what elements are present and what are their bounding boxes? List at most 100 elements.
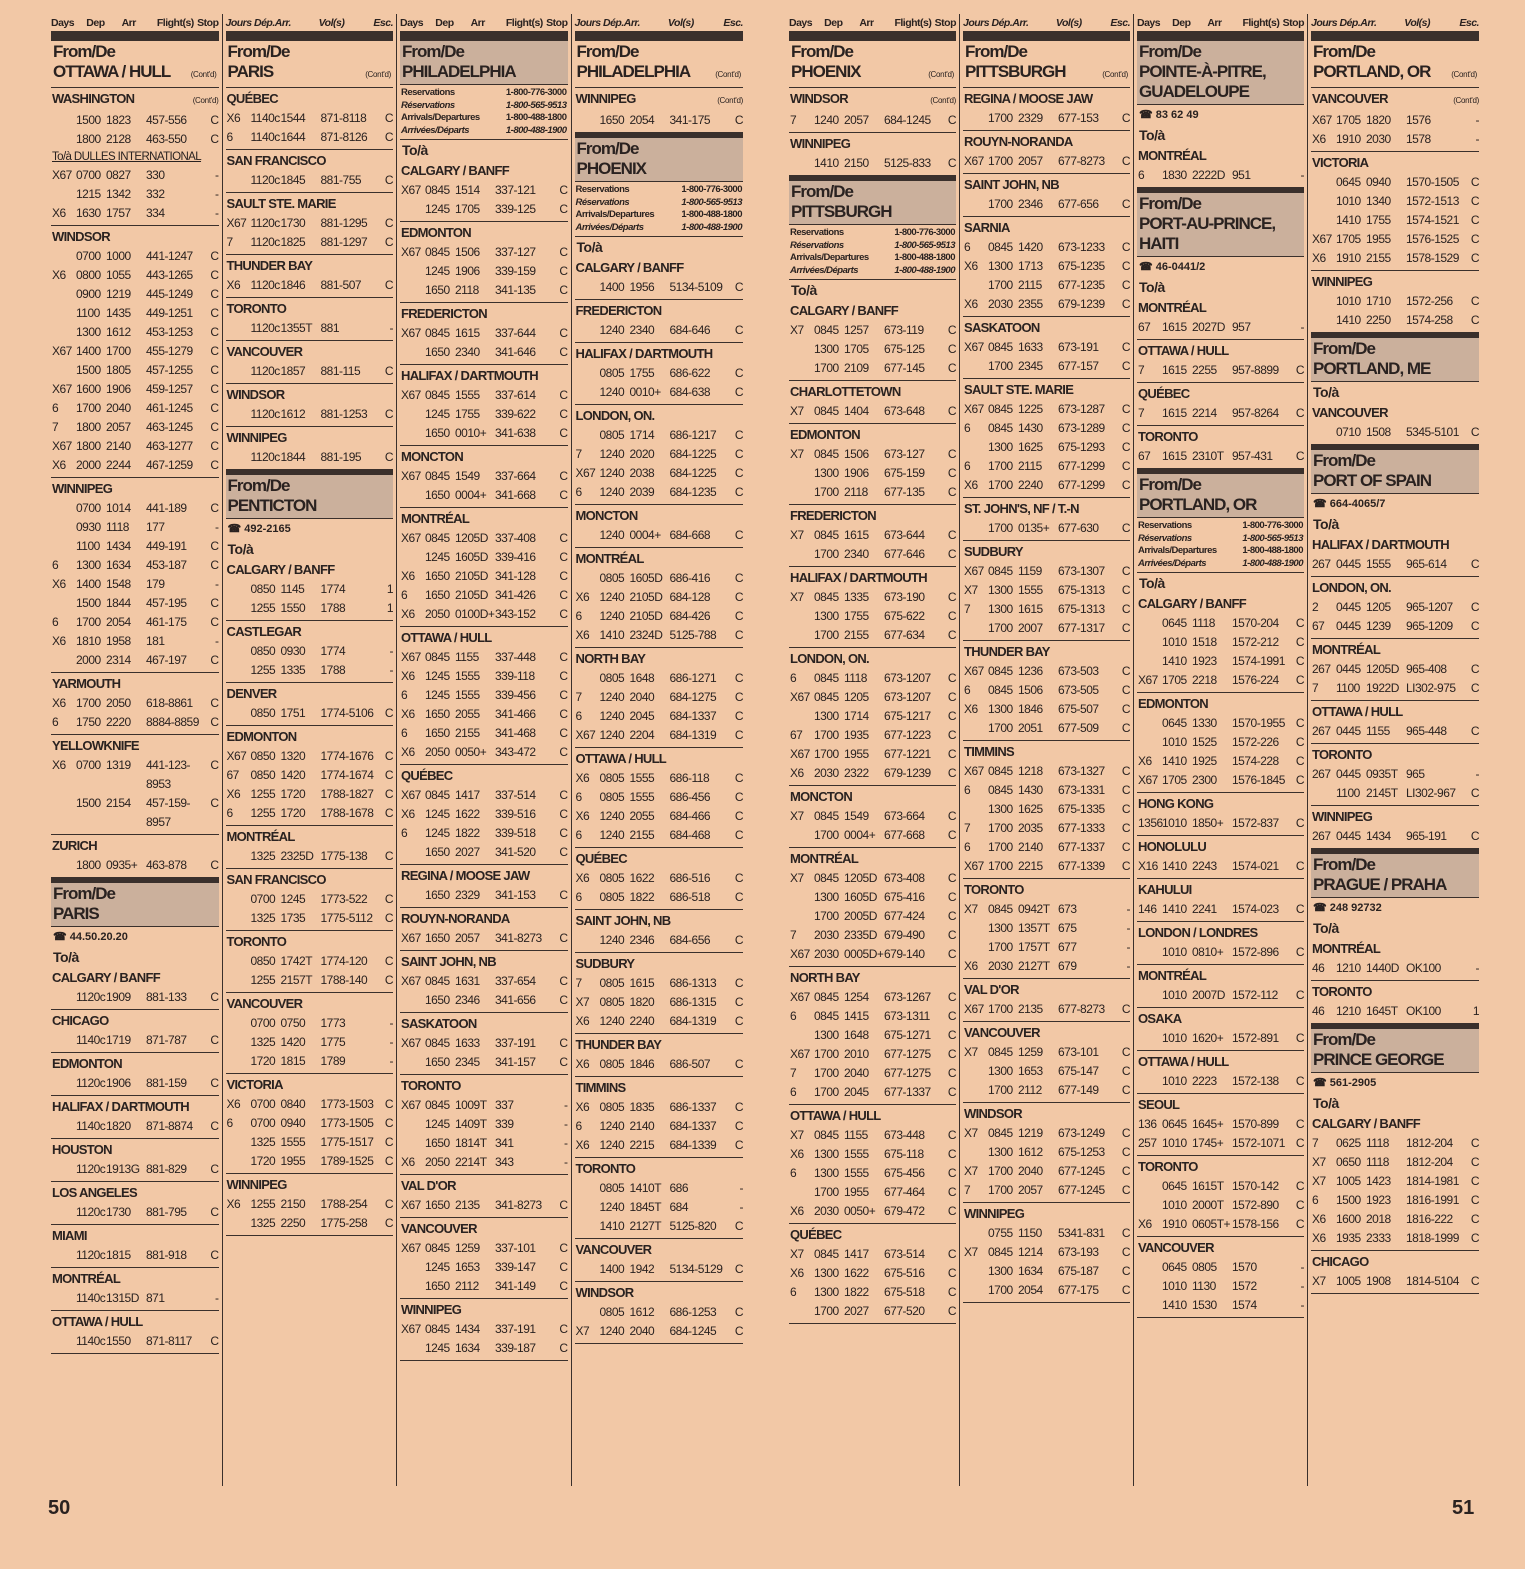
destination-heading: CALGARY / BANFF <box>226 560 394 580</box>
days <box>576 426 600 445</box>
flight-number: 457-556 <box>146 113 187 127</box>
days <box>52 988 76 1007</box>
flight-row: 46 1210 1440D OK100- <box>1311 959 1480 978</box>
destination-heading: VANCOUVER <box>1311 403 1479 423</box>
flight-row: 146 1410 2241 1574-023 C <box>1137 900 1305 919</box>
column-header-label: Vol(s) <box>1404 16 1431 29</box>
flight-row: 1650 2329 341-153 C <box>400 886 568 905</box>
departure: 1325 <box>250 911 276 925</box>
days <box>227 580 251 599</box>
flight-row: 1700 2027 677-520 C <box>789 1302 957 1321</box>
flight-number: 1775-138 <box>320 849 368 863</box>
stops: C <box>1295 816 1305 830</box>
destination-heading: ST. JOHN'S, NF / T.-N <box>963 499 1130 519</box>
destination-section: WINNIPEG 1410 2150 5125-833 C <box>789 133 957 176</box>
destination-heading: OTTAWA / HULL <box>1137 341 1304 361</box>
days <box>790 483 814 502</box>
stops: C <box>384 1197 394 1211</box>
stops: C <box>559 607 568 621</box>
stops: C <box>384 973 394 987</box>
stops: C <box>734 709 744 723</box>
flight-row: 1650 2345 341-157 C <box>400 1053 568 1072</box>
days: X67 <box>790 747 810 761</box>
destination-section: TORONTO 0645 1615T 1570-142 C 1010 2000T 1572-8… <box>1137 1156 1305 1237</box>
stops: C <box>1295 363 1305 377</box>
flight-number: 673 <box>1058 902 1077 916</box>
flight-row: 1300 1648 675-1271 C <box>789 1026 957 1045</box>
flight-row: X7 0845 1615 673-644 C <box>789 526 957 545</box>
departure: 0845 <box>425 469 450 483</box>
flight-number: 441-189 <box>146 501 187 515</box>
arrival: 1236 <box>1018 664 1043 678</box>
departure: 1650 <box>425 1279 450 1293</box>
stops: C <box>734 790 744 804</box>
departure: 1700 <box>814 1185 839 1199</box>
origin-heading: From/De PORTLAND, ME <box>1311 333 1479 382</box>
departure: 0850 <box>250 768 276 782</box>
departure: 0700 <box>250 1097 276 1111</box>
reservation-phone: 1-800-488-1800 <box>505 112 567 123</box>
departure: 1255 <box>250 787 276 801</box>
arrival: 2005D <box>844 909 877 923</box>
arrival: 2241 <box>1192 902 1217 916</box>
phone-number: ☎ 561-2905 <box>1313 1077 1377 1089</box>
flight-row: 1500 1805 457-1255 C <box>51 361 219 380</box>
stops: C <box>210 1162 219 1176</box>
destination-section: MONTRÉAL 1010 2007D 1572-112 C <box>1137 965 1305 1008</box>
stops: C <box>559 993 568 1007</box>
destination-section: MONTRÉAL X67 0845 1205D 337-408 C 1245 1605D 339… <box>400 508 568 627</box>
departure: 1010 <box>1162 1074 1187 1088</box>
arrival: 2112 <box>455 1279 479 1293</box>
departure: 0805 <box>599 1057 625 1071</box>
flight-row: 7 2030 2335D 679-490 C <box>789 926 957 945</box>
flight-number: 673-101 <box>1058 1045 1099 1059</box>
flight-row: 1410 2127T 5125-820 C <box>575 1217 744 1236</box>
arrival: 1906 <box>106 1076 131 1090</box>
phone-number: ☎ 664-4065/7 <box>1313 498 1386 510</box>
stops: C <box>1295 1031 1305 1045</box>
arrival: 1958 <box>106 634 131 648</box>
destination-city: YELLOWKNIFE <box>52 738 140 753</box>
flight-row: X67 0845 1259 337-101 C <box>400 1239 568 1258</box>
flight-number: 1572-1071 <box>1232 1136 1285 1150</box>
flight-row: X67 1600 1906 459-1257 C <box>51 380 219 399</box>
stops: C <box>559 888 568 902</box>
arrival: 1700 <box>106 344 131 358</box>
flight-number: 686-1271 <box>669 671 717 685</box>
flight-number: 337-614 <box>495 388 536 402</box>
flight-row: 7 1100 1922D LI302-975 C <box>1311 679 1480 698</box>
stops: C <box>1295 406 1305 420</box>
arrival: 1555 <box>1366 557 1391 571</box>
arrival: 1846 <box>280 278 306 292</box>
stops: C <box>210 401 219 415</box>
flight-row: 1720 1955 1789-1525 C <box>226 1152 394 1171</box>
origin-heading: From/De PORTLAND, OR (Cont'd) <box>1311 36 1479 88</box>
departure: 0845 <box>425 1036 450 1050</box>
flight-row: 1100 1435 449-1251 C <box>51 304 219 323</box>
stops: C <box>1295 449 1305 463</box>
departure: 1255 <box>250 973 276 987</box>
days: 267 <box>1312 829 1331 843</box>
days: X6 <box>52 758 66 772</box>
flight-row: X7 0845 1549 673-664 C <box>789 807 957 826</box>
origin-city: PENTICTON <box>227 496 318 515</box>
flight-row: 1300 1625 675-1293 C <box>963 438 1131 457</box>
arrival: 1825 <box>280 235 306 249</box>
arrival: 2345 <box>455 1055 480 1069</box>
arrival: 2055 <box>629 809 655 823</box>
continued-label: (Cont'd) <box>1451 70 1477 79</box>
flight-row: 0645 0940 1570-1505 C <box>1311 173 1480 192</box>
departure: 1325 <box>250 1035 276 1049</box>
arrival: 2040 <box>844 1066 869 1080</box>
destination-city: FREDERICTON <box>575 303 663 318</box>
arrival: 2027 <box>844 1304 869 1318</box>
days: 6 <box>790 1285 797 1299</box>
column-header-label: Vol(s) <box>667 16 694 29</box>
arrival: 2018 <box>1366 1212 1391 1226</box>
days: X67 <box>964 154 984 168</box>
departure: 0845 <box>425 326 450 340</box>
flight-row: X67 1240 2204 684-1319 C <box>575 726 744 745</box>
flight-row: 1255 1335 1788- <box>226 661 394 680</box>
days <box>227 1133 251 1152</box>
flight-number: 677-1245 <box>1058 1183 1105 1197</box>
